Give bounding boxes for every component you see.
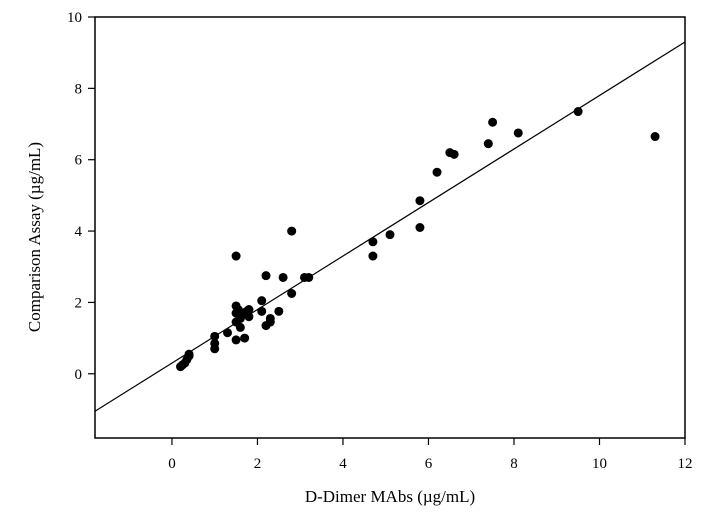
y-tick-label: 8 [75, 81, 83, 97]
data-point [368, 237, 378, 247]
data-point [184, 349, 194, 359]
y-tick-label: 4 [75, 224, 83, 240]
data-point [488, 117, 498, 127]
data-point [257, 296, 267, 306]
data-points [176, 107, 660, 372]
data-point [385, 230, 395, 240]
data-point [274, 306, 284, 316]
x-tick-label: 2 [254, 456, 262, 472]
data-point [650, 132, 660, 142]
data-point [415, 223, 425, 232]
data-point [573, 107, 583, 117]
regression-line [94, 41, 686, 412]
y-tick-label: 10 [67, 10, 82, 26]
data-point [287, 226, 297, 236]
x-tick-label: 12 [678, 456, 693, 472]
data-point [265, 313, 275, 323]
x-axis-ticks: 0 2 4 6 8 10 12 [168, 438, 693, 472]
data-point [244, 305, 254, 315]
data-point [415, 196, 425, 206]
x-axis-title: D-Dimer MAbs (µg/mL) [305, 487, 475, 506]
data-point [278, 272, 288, 282]
data-point [304, 272, 314, 282]
data-point [257, 306, 267, 316]
data-point [210, 338, 220, 348]
data-point [244, 312, 254, 322]
data-point [231, 251, 241, 261]
y-axis-ticks: 0 2 4 6 8 10 [67, 10, 95, 383]
data-point [287, 289, 297, 299]
x-tick-label: 4 [339, 456, 347, 472]
x-tick-label: 8 [510, 456, 518, 472]
x-tick-label: 10 [592, 456, 607, 472]
data-point [235, 322, 245, 332]
plot-frame [94, 16, 686, 439]
y-tick-label: 0 [75, 367, 83, 383]
data-point [513, 128, 523, 138]
data-point [231, 335, 241, 345]
data-point [210, 331, 220, 341]
y-tick-label: 2 [75, 295, 83, 311]
data-point [432, 167, 442, 177]
data-point [240, 333, 250, 343]
data-point [449, 149, 459, 159]
data-point [368, 251, 378, 261]
data-point [261, 271, 271, 281]
x-tick-label: 0 [168, 456, 176, 472]
y-tick-label: 6 [75, 153, 83, 169]
data-point [223, 328, 233, 338]
y-axis-title: Comparison Assay (µg/mL) [25, 142, 44, 332]
data-point [483, 139, 493, 149]
x-tick-label: 6 [425, 456, 433, 472]
